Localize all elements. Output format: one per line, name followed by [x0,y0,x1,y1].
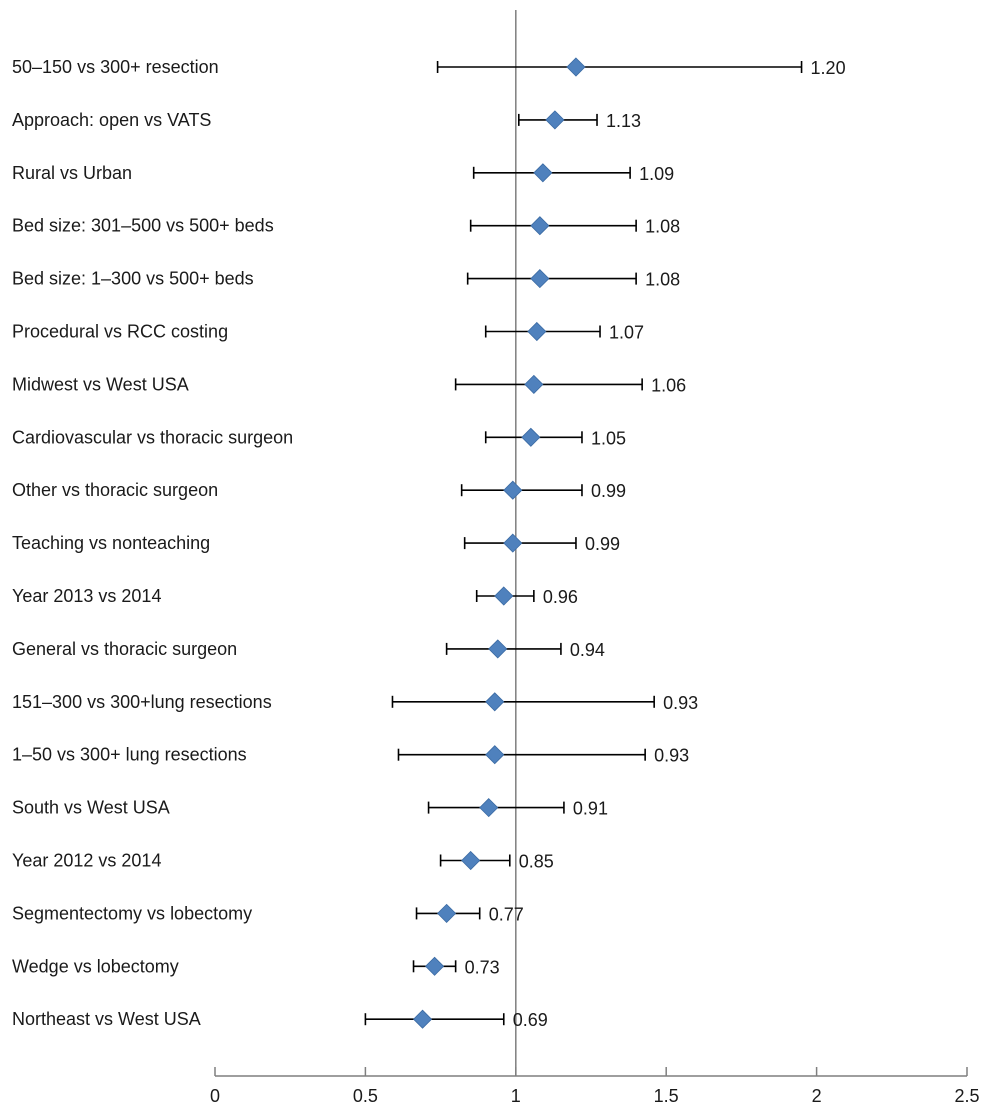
row-label: South vs West USA [12,798,170,818]
forest-row: 50–150 vs 300+ resection 1.20 [12,57,846,78]
row-label: Segmentectomy vs lobectomy [12,903,252,923]
value-label: 0.77 [489,904,524,924]
estimate-marker [494,586,514,606]
value-label: 0.69 [513,1010,548,1030]
value-label: 0.99 [585,534,620,554]
value-label: 0.96 [543,587,578,607]
value-label: 0.93 [654,746,689,766]
row-label: 50–150 vs 300+ resection [12,57,219,77]
forest-row: Cardiovascular vs thoracic surgeon 1.05 [12,427,626,448]
row-label: Cardiovascular vs thoracic surgeon [12,427,293,447]
estimate-marker [488,639,508,659]
value-label: 0.99 [591,481,626,501]
forest-row: Year 2013 vs 2014 0.96 [12,586,578,607]
value-label: 1.13 [606,111,641,131]
row-label: Rural vs Urban [12,163,132,183]
forest-row: Bed size: 1–300 vs 500+ beds 1.08 [12,269,680,290]
x-tick-label: 1 [511,1086,521,1106]
x-tick-label: 2 [812,1086,822,1106]
row-label: Year 2013 vs 2014 [12,586,161,606]
forest-row: South vs West USA 0.91 [12,798,608,819]
estimate-marker [527,321,547,342]
row-label: Wedge vs lobectomy [12,956,179,976]
estimate-marker [425,956,445,976]
value-label: 1.07 [609,323,644,343]
forest-row: 1–50 vs 300+ lung resections 0.93 [12,745,689,766]
estimate-marker [485,692,505,712]
forest-row: Teaching vs nonteaching 0.99 [12,533,620,554]
estimate-marker [530,269,550,289]
value-label: 1.08 [645,270,680,290]
x-tick-label: 2.5 [954,1086,979,1106]
estimate-marker [533,163,553,183]
forest-row: Bed size: 301–500 vs 500+ beds 1.08 [12,216,680,237]
value-label: 0.73 [465,957,500,977]
row-label: 1–50 vs 300+ lung resections [12,745,247,765]
forest-row: Other vs thoracic surgeon 0.99 [12,480,626,501]
estimate-marker [479,798,499,818]
value-label: 1.06 [651,375,686,395]
forest-row: General vs thoracic surgeon 0.94 [12,639,605,660]
estimate-marker [521,427,541,447]
rows-layer: 50–150 vs 300+ resection 1.20 Approach: op… [12,10,846,1076]
forest-row: Northeast vs West USA 0.69 [12,1009,548,1030]
row-label: Midwest vs West USA [12,374,189,394]
forest-row: Midwest vs West USA 1.06 [12,374,686,395]
row-label: Procedural vs RCC costing [12,322,228,342]
x-tick-label: 1.5 [654,1086,679,1106]
forest-row: Wedge vs lobectomy 0.73 [12,956,500,977]
forest-row: Procedural vs RCC costing 1.07 [12,322,644,343]
row-label: Northeast vs West USA [12,1009,201,1029]
row-label: 151–300 vs 300+lung resections [12,692,272,712]
row-label: Approach: open vs VATS [12,110,211,130]
forest-row: 151–300 vs 300+lung resections 0.93 [12,692,698,713]
estimate-marker [503,533,523,553]
estimate-marker [485,745,505,765]
forest-row: Approach: open vs VATS 1.13 [12,110,641,131]
estimate-marker [545,110,565,130]
x-axis: 0 0.5 1 1.5 2 2.5 [210,1067,980,1106]
value-label: 0.91 [573,799,608,819]
row-label: Bed size: 301–500 vs 500+ beds [12,216,274,236]
row-label: Bed size: 1–300 vs 500+ beds [12,269,254,289]
estimate-marker [566,57,586,77]
value-label: 1.08 [645,217,680,237]
estimate-marker [530,216,550,236]
row-label: Year 2012 vs 2014 [12,851,161,871]
estimate-marker [503,480,523,500]
value-label: 0.85 [519,852,554,872]
estimate-marker [437,903,457,923]
value-label: 1.09 [639,164,674,184]
forest-row: Rural vs Urban 1.09 [12,163,674,184]
estimate-marker [412,1009,433,1029]
row-label: Teaching vs nonteaching [12,533,210,553]
row-label: Other vs thoracic surgeon [12,480,218,500]
estimate-marker [524,374,544,394]
x-tick-label: 0.5 [353,1086,378,1106]
value-label: 0.94 [570,640,605,660]
row-label: General vs thoracic surgeon [12,639,237,659]
value-label: 0.93 [663,693,698,713]
estimate-marker [461,850,481,871]
value-label: 1.20 [811,58,846,78]
x-tick-label: 0 [210,1086,220,1106]
forest-row: Segmentectomy vs lobectomy 0.77 [12,903,524,924]
value-label: 1.05 [591,428,626,448]
forest-row: Year 2012 vs 2014 0.85 [12,851,554,872]
